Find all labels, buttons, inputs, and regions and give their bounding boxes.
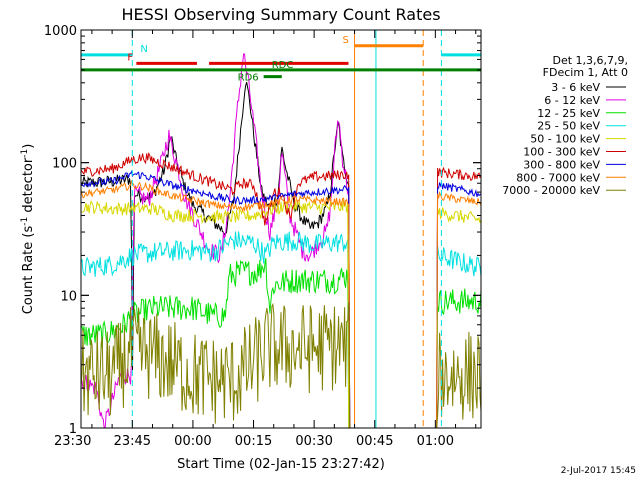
flag-label-n: N [140, 44, 147, 55]
y-tick-label: 100 [52, 157, 77, 172]
legend-label-300-800-kev: 300 - 800 keV [523, 158, 600, 171]
x-axis-label: Start Time (02-Jan-15 23:27:42) [177, 457, 385, 472]
x-tick-label: 23:45 [114, 434, 151, 449]
legend-label-50-100-kev: 50 - 100 keV [530, 133, 600, 146]
y-tick-label: 1 [69, 422, 77, 437]
legend-label-100-300-kev: 100 - 300 keV [523, 146, 600, 159]
series-layer [80, 53, 482, 429]
legend-label-6-12-kev: 6 - 12 keV [544, 94, 600, 107]
footer-date: 2-Jul-2017 15:45 [561, 466, 636, 476]
x-tick-label: 00:00 [174, 434, 211, 449]
legend: Det 1,3,6,7,9,FDecim 1, Att 0 3 - 6 keV6 … [502, 54, 628, 197]
flag-bars: NF S RDC RD6 [81, 35, 481, 84]
plot-frame [80, 29, 482, 429]
flag-label-rdc: RDC [272, 60, 294, 71]
chart-title: HESSI Observing Summary Count Rates [121, 5, 440, 24]
legend-label-800-7000-kev: 800 - 7000 keV [516, 171, 600, 184]
series-7000-20000-kev [80, 302, 482, 429]
legend-label-7000-20000-kev: 7000 - 20000 keV [502, 184, 600, 197]
y-axis: 1 10 100 1000 [44, 24, 481, 437]
y-tick-label: 1000 [44, 24, 77, 39]
x-tick-label: 00:15 [235, 434, 272, 449]
y-axis-label: Count Rate (s-1 detector-1) [20, 144, 36, 315]
legend-label-3-6-kev: 3 - 6 keV [551, 81, 600, 94]
x-axis: 23:30 23:45 00:00 00:15 00:30 00:45 01:00 [54, 30, 477, 449]
flag-label-f: F [127, 52, 133, 63]
legend-header: FDecim 1, Att 0 [543, 66, 628, 79]
legend-header: Det 1,3,6,7,9, [552, 54, 628, 67]
x-tick-label: 00:30 [295, 434, 332, 449]
flag-label-rd6: RD6 [238, 73, 259, 84]
x-tick-label: 00:45 [356, 434, 393, 449]
y-tick-label: 10 [60, 289, 77, 304]
flag-label-s: S [343, 35, 349, 46]
series-3-6-kev [80, 82, 351, 429]
legend-label-12-25-kev: 12 - 25 keV [537, 107, 600, 120]
legend-label-25-50-kev: 25 - 50 keV [537, 120, 600, 133]
x-tick-label: 23:30 [54, 434, 91, 449]
event-lines [131, 30, 442, 428]
series-6-12-kev [80, 53, 351, 429]
x-tick-label: 01:00 [417, 434, 454, 449]
